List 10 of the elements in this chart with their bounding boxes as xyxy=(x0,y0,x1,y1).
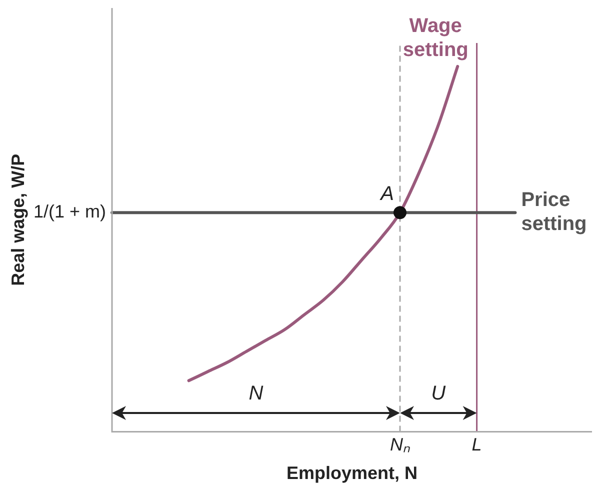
annotation: A xyxy=(380,183,394,206)
x-axis-title: Employment, N xyxy=(286,463,418,484)
annotation: N xyxy=(248,382,264,404)
annotation: U xyxy=(431,382,446,404)
series-label: Price setting xyxy=(521,189,587,236)
y-axis-title: Real wage, W/P xyxy=(8,154,28,286)
x-tick-label: Nₙ xyxy=(390,434,411,455)
series-label: Wage setting xyxy=(402,14,468,61)
x-tick-label: L xyxy=(472,434,482,455)
text: 1/(1 + m) xyxy=(33,202,106,222)
